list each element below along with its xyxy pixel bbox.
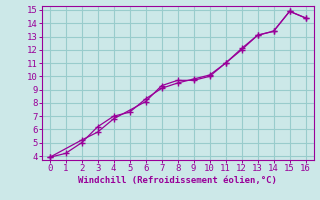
X-axis label: Windchill (Refroidissement éolien,°C): Windchill (Refroidissement éolien,°C) <box>78 176 277 185</box>
